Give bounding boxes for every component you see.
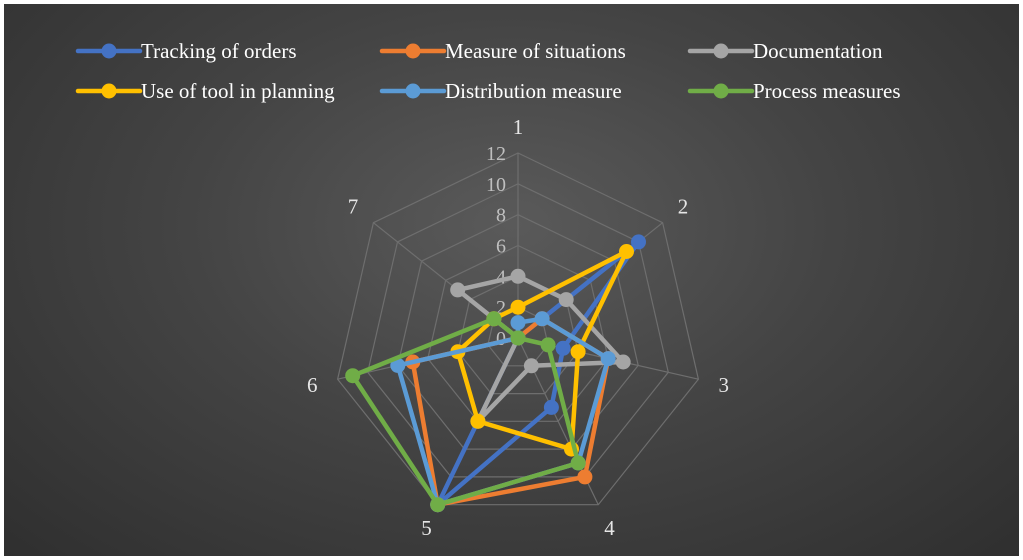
data-point: [558, 292, 574, 308]
tick-label: 4: [496, 266, 506, 288]
legend-entry: Documentation: [687, 39, 883, 63]
data-point: [631, 234, 646, 250]
data-point: [619, 244, 634, 259]
category-label-5: 5: [421, 516, 432, 540]
data-point: [534, 311, 550, 327]
data-point: [510, 315, 526, 331]
category-label-7: 7: [348, 194, 359, 218]
series-line: [455, 274, 626, 424]
data-point: [600, 351, 616, 367]
category-label-2: 2: [678, 194, 689, 218]
tick-label: 2: [496, 297, 506, 319]
legend-label: Process measures: [753, 79, 901, 103]
legend-entry: Use of tool in planning: [75, 79, 335, 103]
legend-label: Measure of situations: [445, 39, 626, 63]
data-point: [345, 368, 361, 384]
legend-swatch-marker: [101, 83, 117, 99]
legend-entry: Tracking of orders: [75, 39, 297, 63]
legend-entry: Process measures: [687, 79, 901, 103]
series-line: [455, 249, 629, 452]
data-point: [510, 330, 526, 346]
tick-label: 6: [496, 236, 506, 258]
data-point: [543, 399, 559, 415]
tick-label: 10: [486, 174, 506, 196]
grid-ring-12: [336, 152, 700, 506]
data-point: [555, 340, 571, 356]
data-point: [486, 311, 502, 327]
data-point: [510, 299, 526, 315]
series-6: [345, 311, 586, 513]
legend-swatch-marker: [101, 43, 117, 59]
grid-ring-8: [397, 214, 639, 450]
legend-swatch-marker: [405, 43, 421, 59]
legend-label: Use of tool in planning: [141, 79, 335, 103]
category-label-3: 3: [718, 373, 729, 397]
legend-swatch-marker: [713, 43, 729, 59]
grid-ring-4: [457, 275, 579, 395]
data-point: [615, 354, 631, 370]
category-label-6: 6: [307, 373, 318, 397]
data-point: [577, 469, 593, 485]
data-point: [540, 337, 556, 353]
radial-tick-labels: 0 2 4 6 8 10 12: [486, 143, 506, 350]
grid-ring-10: [367, 183, 669, 478]
grid-ring-6: [427, 244, 609, 422]
legend-swatch-marker: [713, 83, 729, 99]
legend-entry: Measure of situations: [379, 39, 626, 63]
legend-label: Documentation: [753, 39, 883, 63]
category-label-1: 1: [513, 115, 524, 139]
legend-label: Distribution measure: [445, 79, 622, 103]
data-point: [450, 282, 466, 298]
legend-label: Tracking of orders: [141, 39, 297, 63]
data-point: [510, 268, 526, 284]
series-line: [435, 239, 641, 507]
data-point: [570, 455, 586, 471]
tick-label: 8: [496, 205, 506, 227]
data-point: [523, 358, 539, 374]
tick-label: 0: [496, 328, 506, 350]
data-point: [470, 413, 486, 429]
legend-entry: Distribution measure: [379, 79, 622, 103]
data-point: [570, 344, 586, 360]
legend-swatch-marker: [405, 83, 421, 99]
data-point: [390, 357, 406, 373]
legend: Tracking of orders Measure of situations D…: [75, 39, 901, 103]
data-point: [430, 497, 446, 513]
category-label-4: 4: [604, 516, 615, 540]
tick-label: 12: [486, 143, 506, 165]
series-layer: [345, 234, 646, 513]
